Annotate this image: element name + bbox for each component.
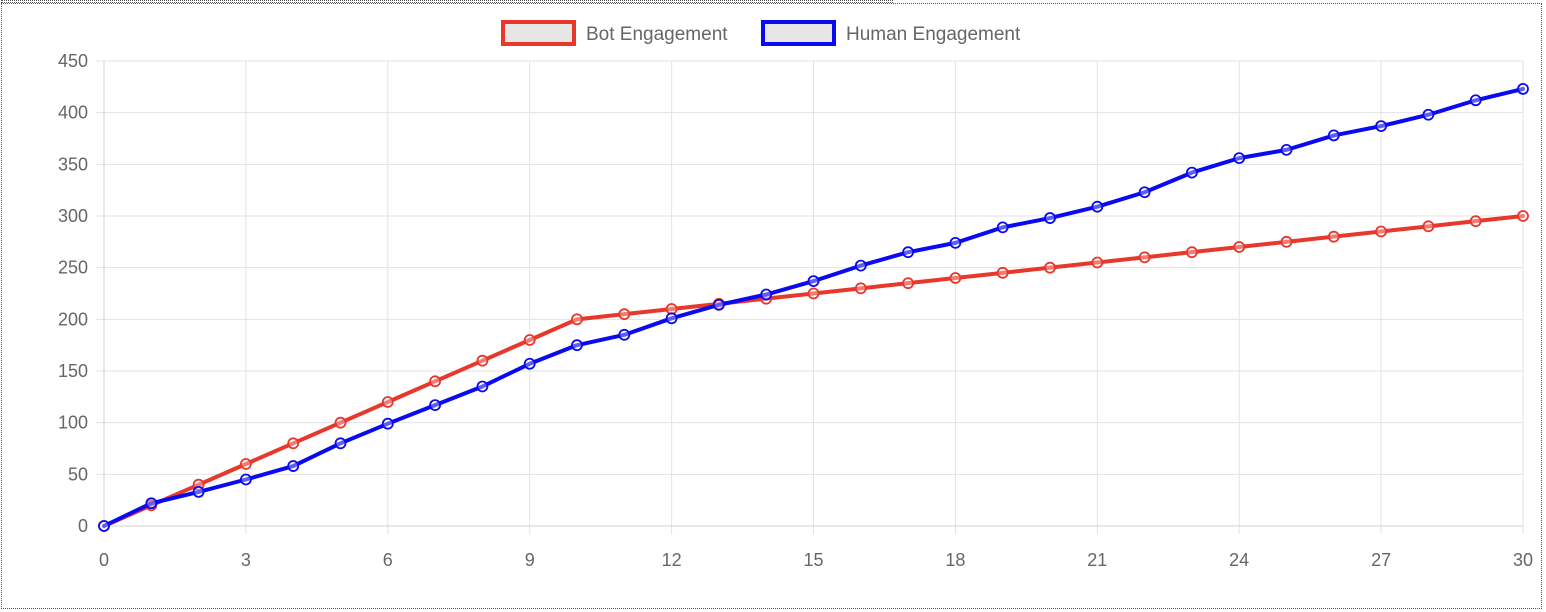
data-point xyxy=(996,266,1009,279)
data-point xyxy=(618,308,631,321)
series-group xyxy=(98,83,1529,532)
data-point xyxy=(854,259,867,272)
data-point xyxy=(618,328,631,341)
data-point xyxy=(902,246,914,259)
y-tick-label: 250 xyxy=(58,258,88,278)
legend-item-human[interactable]: Human Engagement xyxy=(761,20,1021,46)
x-tick-label: 12 xyxy=(662,550,682,570)
x-tick-label: 15 xyxy=(803,550,823,570)
chart-frame xyxy=(1,3,1542,609)
data-point xyxy=(239,473,252,486)
data-point xyxy=(1375,225,1387,238)
x-tick-label: 6 xyxy=(383,550,393,570)
data-point xyxy=(1091,256,1104,269)
data-point xyxy=(1138,186,1151,199)
data-point xyxy=(571,339,583,352)
data-point xyxy=(807,287,820,300)
data-point xyxy=(571,313,583,326)
y-tick-label: 150 xyxy=(58,361,88,381)
y-tick-label: 100 xyxy=(58,413,88,433)
data-point xyxy=(239,458,252,470)
x-tick-label: 21 xyxy=(1087,550,1107,570)
x-axis-ticks: 0 3 6 9 12 15 18 21 24 27 30 xyxy=(99,550,1533,570)
y-axis-ticks: 0 50 100 150 200 250 300 350 400 450 xyxy=(58,51,88,536)
y-tick-label: 350 xyxy=(58,154,88,174)
data-point xyxy=(1044,261,1056,274)
data-point xyxy=(713,298,725,311)
data-point xyxy=(949,272,962,284)
data-point xyxy=(523,357,536,370)
y-tick-label: 200 xyxy=(58,309,88,329)
y-tick-label: 0 xyxy=(78,516,88,536)
data-point xyxy=(287,437,300,450)
data-point xyxy=(1422,220,1435,233)
x-tick-label: 27 xyxy=(1371,550,1391,570)
legend-swatch xyxy=(501,20,576,46)
data-point xyxy=(1517,83,1529,95)
data-point xyxy=(1422,108,1435,121)
data-point xyxy=(1138,251,1151,264)
data-point xyxy=(523,334,536,346)
legend-item-bot[interactable]: Bot Engagement xyxy=(501,20,728,46)
legend-swatch xyxy=(761,20,836,46)
data-point xyxy=(1044,212,1056,224)
data-point xyxy=(381,417,394,430)
data-point xyxy=(1233,152,1246,165)
legend-label: Human Engagement xyxy=(846,24,1021,45)
legend[interactable]: Bot Engagement Human Engagement xyxy=(501,20,1021,46)
x-tick-label: 3 xyxy=(241,550,251,570)
data-point xyxy=(807,275,820,288)
data-point xyxy=(1186,166,1198,179)
data-point xyxy=(476,354,489,367)
x-tick-label: 9 xyxy=(525,550,535,570)
data-point xyxy=(665,312,678,325)
data-point xyxy=(1327,230,1340,243)
data-point xyxy=(1280,143,1293,156)
data-point xyxy=(1233,241,1246,253)
x-tick-label: 18 xyxy=(945,550,965,570)
data-point xyxy=(287,460,300,472)
data-point xyxy=(1469,215,1482,228)
y-tick-label: 400 xyxy=(58,103,88,123)
data-point xyxy=(98,520,110,532)
data-point xyxy=(1091,200,1104,213)
series-line-bot xyxy=(102,214,1525,528)
y-tick-label: 50 xyxy=(68,464,88,484)
x-tick-label: 0 xyxy=(99,550,109,570)
data-point xyxy=(381,396,394,408)
y-tick-label: 300 xyxy=(58,206,88,226)
data-point xyxy=(429,399,442,412)
legend-label: Bot Engagement xyxy=(586,24,728,45)
data-point xyxy=(1375,120,1387,132)
data-point xyxy=(1469,94,1482,107)
data-point xyxy=(1186,246,1198,259)
data-point xyxy=(949,236,962,249)
data-point xyxy=(334,416,347,429)
x-tick-label: 30 xyxy=(1513,550,1533,570)
x-tick-label: 24 xyxy=(1229,550,1249,570)
data-point xyxy=(760,288,773,301)
y-tick-label: 450 xyxy=(58,51,88,71)
data-point xyxy=(854,282,867,295)
series-line-human xyxy=(102,86,1525,528)
top-border-line xyxy=(1,0,893,3)
data-point xyxy=(1280,235,1293,248)
data-point xyxy=(429,375,442,388)
data-point xyxy=(902,277,914,290)
data-point xyxy=(1517,210,1529,222)
data-point xyxy=(334,437,347,450)
data-point xyxy=(996,221,1009,234)
data-point xyxy=(476,380,489,393)
axes xyxy=(103,61,1523,527)
data-point xyxy=(192,485,205,498)
data-point xyxy=(145,497,158,510)
data-point xyxy=(1327,129,1340,142)
